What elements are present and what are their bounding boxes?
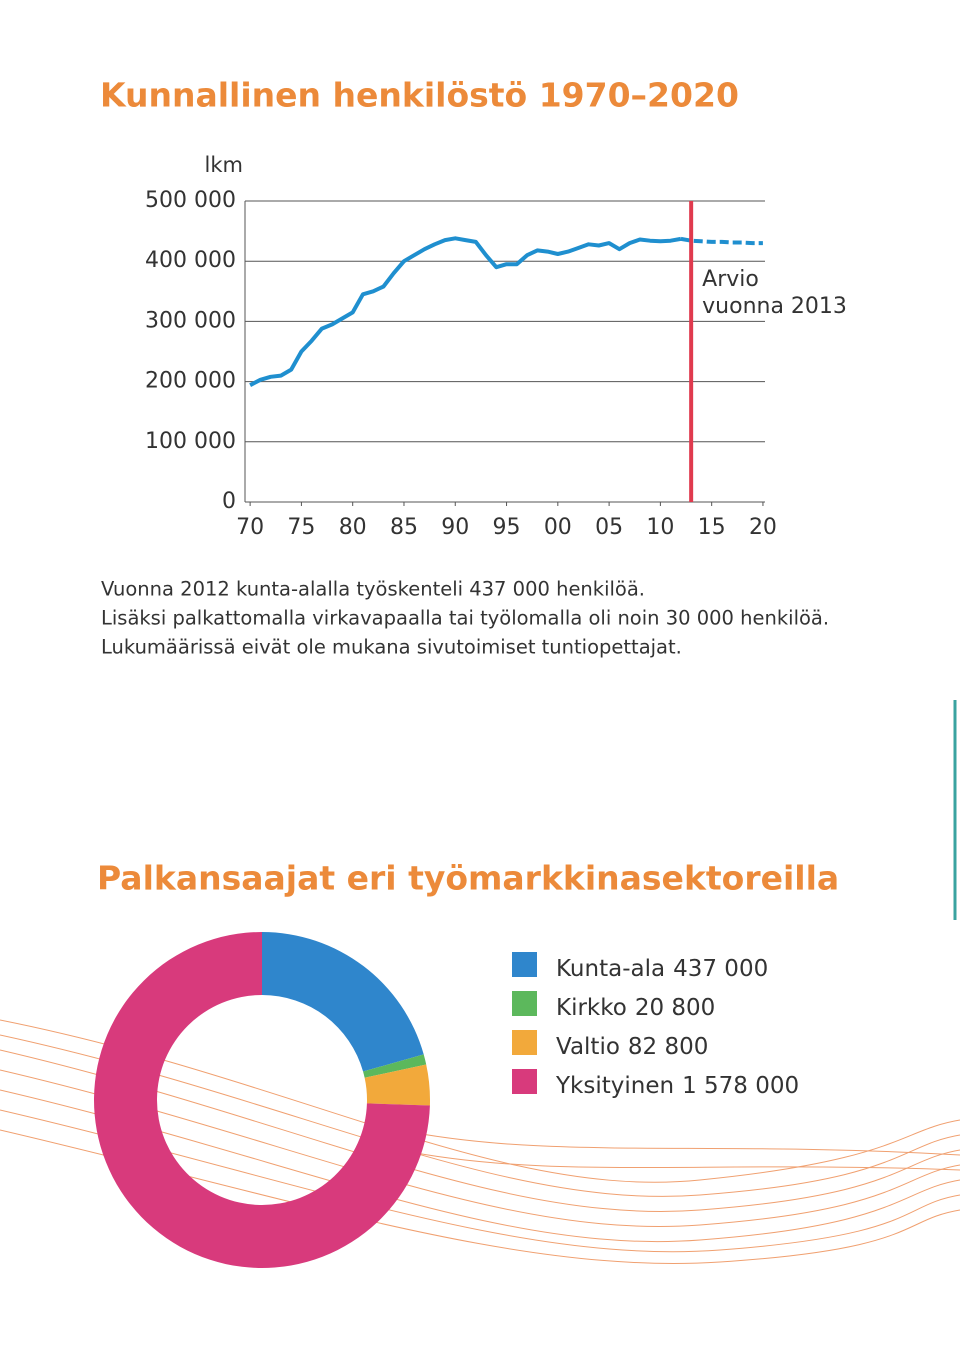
note: Lisäksi palkattomalla virkavapaalla tai … — [101, 607, 829, 630]
y-tick-label: 500 000 — [145, 188, 236, 213]
x-tick-label: 80 — [339, 515, 367, 540]
donut-slice — [93, 932, 430, 1269]
legend-value: 437 000 — [673, 956, 768, 982]
y-tick-label: 200 000 — [145, 369, 236, 394]
legend-label: Kirkko 20 800 — [556, 995, 715, 1021]
legend-value: 82 800 — [628, 1034, 708, 1060]
donut-slice — [364, 1064, 430, 1106]
legend-label: Yksityinen 1 578 000 — [555, 1073, 799, 1099]
x-tick-label: 20 — [749, 515, 777, 540]
legend-swatch — [512, 1030, 537, 1055]
legend-category: Yksityinen — [555, 1073, 674, 1099]
x-tick-label: 10 — [646, 515, 674, 540]
line-series — [249, 236, 682, 387]
legend-label: Valtio 82 800 — [556, 1034, 708, 1060]
x-tick-label: 05 — [595, 515, 623, 540]
x-tick-label: 70 — [236, 515, 264, 540]
legend-category: Valtio — [556, 1034, 620, 1060]
legend-value: 1 578 000 — [682, 1073, 799, 1099]
y-tick-label: 100 000 — [145, 429, 236, 454]
x-tick-label: 85 — [390, 515, 418, 540]
y-tick-label: 400 000 — [145, 248, 236, 273]
donut-slice — [363, 1054, 427, 1078]
x-tick-label: 15 — [698, 515, 726, 540]
legend-value: 20 800 — [635, 995, 715, 1021]
legend-swatch — [512, 952, 537, 977]
legend-category: Kunta-ala — [556, 956, 665, 982]
annotation: vuonna 2013 — [702, 294, 847, 319]
note: Vuonna 2012 kunta-alalla työskenteli 437… — [101, 578, 645, 601]
y-axis-label: lkm — [205, 153, 243, 177]
legend-swatch — [512, 1069, 537, 1094]
legend-swatch — [512, 991, 537, 1016]
y-tick-label: 0 — [222, 489, 236, 514]
x-tick-label: 00 — [544, 515, 572, 540]
y-tick-label: 300 000 — [145, 308, 236, 333]
decoration — [0, 1019, 960, 1264]
chart-title: Palkansaajat eri työmarkkinasektoreilla — [97, 859, 839, 898]
legend-category: Kirkko — [556, 995, 627, 1021]
x-tick-label: 75 — [287, 515, 315, 540]
chart-title: Kunnallinen henkilöstö 1970–2020 — [100, 76, 739, 115]
line-series — [680, 236, 763, 246]
donut-slice — [262, 932, 424, 1072]
note: Lukumäärissä eivät ole mukana sivutoimis… — [101, 636, 682, 659]
x-tick-label: 90 — [441, 515, 469, 540]
legend-label: Kunta-ala 437 000 — [556, 956, 768, 982]
x-tick-label: 95 — [493, 515, 521, 540]
annotation: Arvio — [702, 267, 759, 292]
